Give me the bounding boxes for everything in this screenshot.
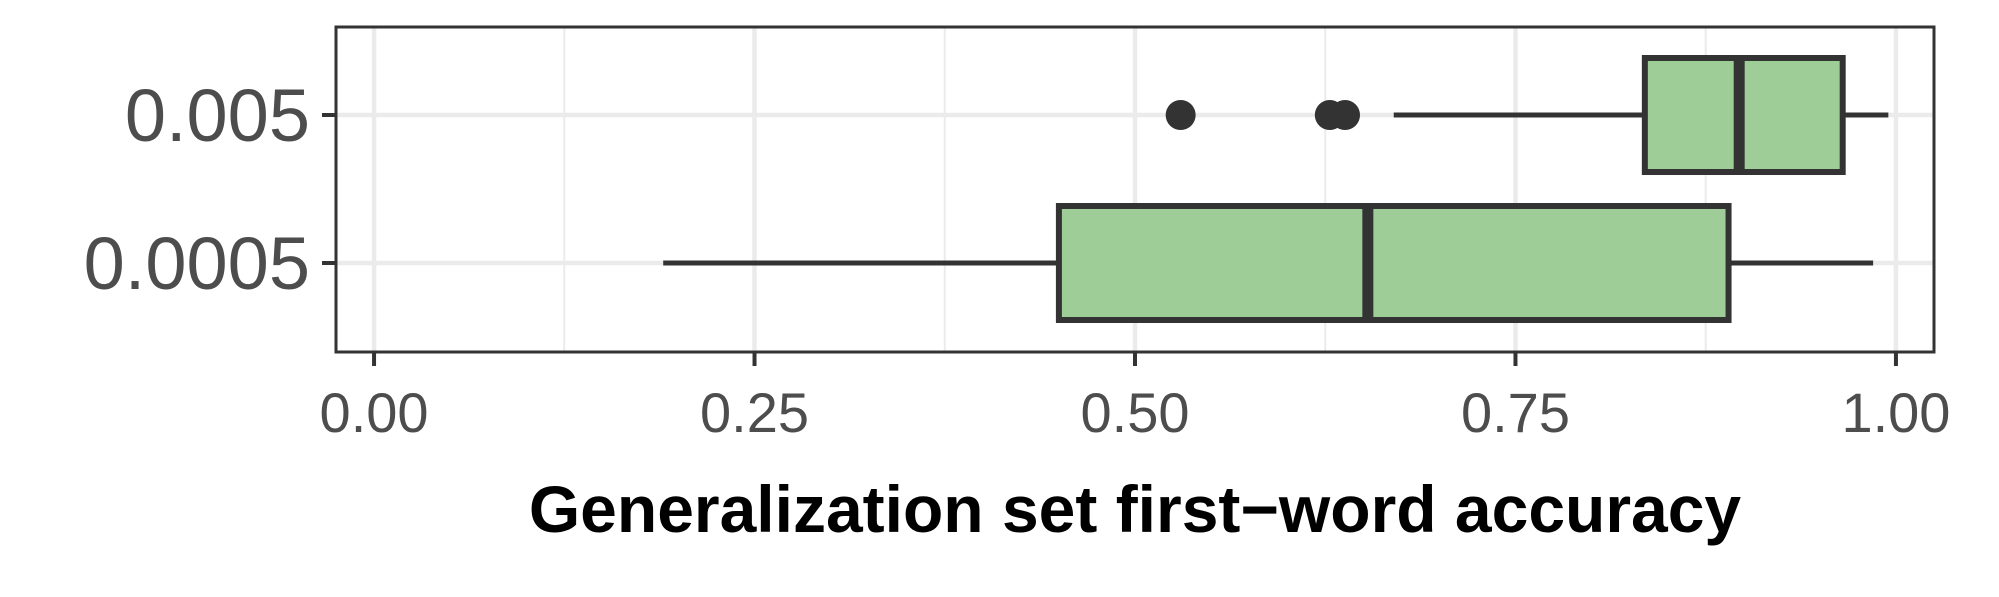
box-0.005 <box>1165 55 1889 175</box>
x-tick-label: 1.00 <box>1841 381 1950 444</box>
x-axis-title: Generalization set first−word accuracy <box>529 472 1742 546</box>
y-tick-label: 0.005 <box>125 74 310 157</box>
y-tick-label: 0.0005 <box>84 222 310 305</box>
x-tick-label: 0.50 <box>1081 381 1190 444</box>
box-0.0005 <box>663 203 1874 323</box>
outlier-point <box>1330 100 1361 130</box>
x-tick-label: 0.00 <box>320 381 429 444</box>
outlier-point <box>1165 100 1196 130</box>
iqr-box <box>1055 203 1732 323</box>
axis-layer: 0.005 0.0005 0.00 0.25 0.50 0.75 1.00 <box>84 74 1951 444</box>
x-tick-label: 0.25 <box>700 381 809 444</box>
box-layer <box>663 55 1889 323</box>
x-tick-label: 0.75 <box>1461 381 1570 444</box>
